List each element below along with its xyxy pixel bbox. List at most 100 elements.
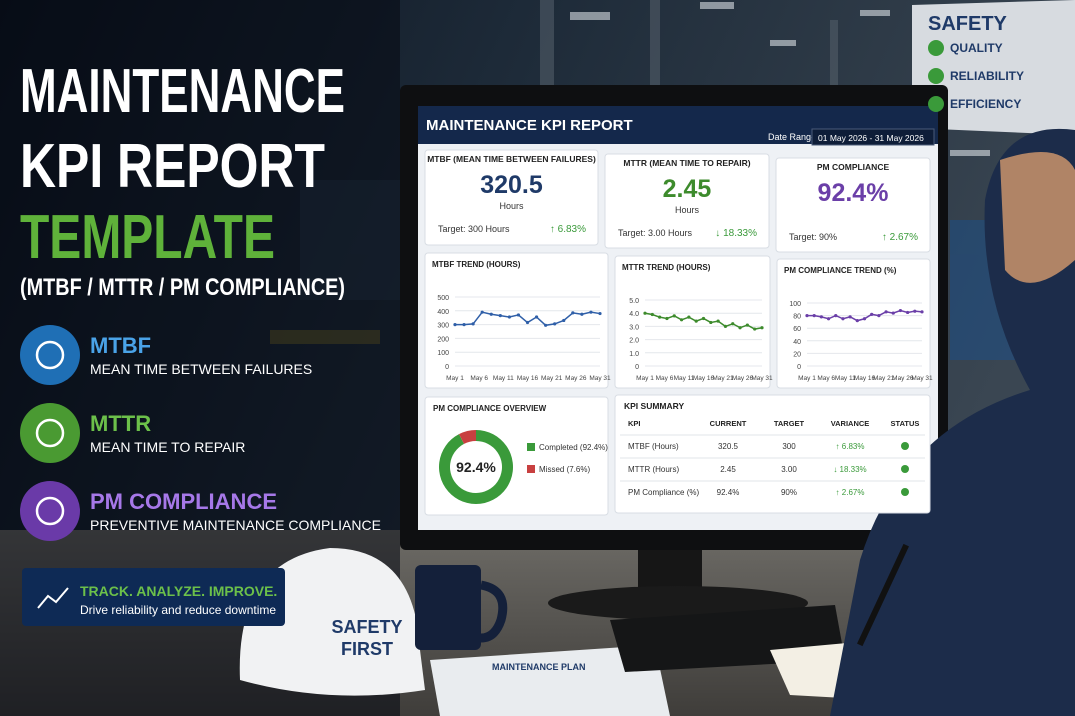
trend-point	[687, 315, 691, 319]
legend-label: Completed (92.4%)	[539, 443, 608, 452]
table-cell: ↑ 2.67%	[836, 488, 865, 497]
table-cell: MTBF (Hours)	[628, 442, 679, 451]
panel	[424, 252, 609, 389]
card-change: ↑ 2.67%	[882, 232, 918, 243]
feature-icon	[20, 403, 80, 463]
trend-point	[571, 311, 575, 315]
helmet-text: FIRST	[341, 639, 393, 659]
x-tick-label: May 16	[854, 375, 876, 382]
panel	[776, 258, 931, 389]
headline: TEMPLATE	[20, 203, 275, 272]
trend-point	[489, 312, 493, 316]
headline: MAINTENANCE	[20, 57, 345, 126]
card-target: Target: 3.00 Hours	[618, 228, 693, 238]
table-cell: PM Compliance (%)	[628, 488, 699, 497]
x-tick-label: May 11	[493, 375, 514, 382]
card-title: MTTR (MEAN TIME TO REPAIR)	[623, 158, 750, 168]
feature-text: PREVENTIVE MAINTENANCE COMPLIANCE	[90, 517, 381, 533]
panel	[614, 394, 931, 514]
trend-point	[525, 320, 530, 325]
donut-title: PM COMPLIANCE OVERVIEW	[433, 404, 547, 413]
y-tick-label: 80	[793, 314, 801, 321]
y-tick-label: 100	[437, 350, 449, 357]
card-unit: Hours	[675, 205, 700, 215]
y-tick-label: 200	[437, 336, 449, 343]
trend-point	[679, 318, 684, 322]
trend-point	[480, 310, 484, 314]
status-dot	[901, 465, 909, 473]
trend-point	[498, 314, 502, 318]
column-header: VARIANCE	[831, 419, 870, 428]
card-unit: Hours	[499, 201, 524, 211]
trend-point	[723, 324, 728, 328]
feature-icon-glyph	[35, 496, 65, 526]
trend-point	[507, 315, 511, 319]
y-tick-label: 20	[793, 351, 801, 358]
banner-title: TRACK. ANALYZE. IMPROVE.	[80, 583, 277, 599]
trend-point	[760, 326, 764, 330]
trend-point	[580, 312, 584, 316]
trend-point	[462, 323, 466, 327]
y-tick-label: 400	[437, 309, 449, 316]
table-cell: ↓ 18.33%	[833, 465, 866, 474]
card-target: Target: 300 Hours	[438, 224, 510, 234]
x-tick-label: May 1	[446, 375, 464, 382]
card-value: 2.45	[663, 175, 712, 203]
trend-point	[891, 311, 895, 315]
card-target: Target: 90%	[789, 232, 837, 242]
card-title: PM COMPLIANCE	[817, 162, 890, 172]
y-tick-label: 60	[793, 326, 801, 333]
trend-point	[562, 318, 566, 323]
feature-icon-glyph	[35, 418, 65, 448]
x-tick-label: May 26	[565, 375, 587, 382]
legend-swatch	[527, 443, 535, 451]
trend-point	[731, 322, 735, 326]
x-tick-label: May 6	[656, 375, 674, 382]
feature-text: MEAN TIME TO REPAIR	[90, 439, 245, 455]
y-tick-label: 2.0	[629, 338, 639, 345]
trend-point	[553, 322, 557, 326]
headline: KPI REPORT	[20, 132, 325, 201]
donut-segment	[458, 430, 476, 444]
y-tick-label: 0	[445, 364, 449, 371]
table-title: KPI SUMMARY	[624, 401, 684, 411]
chart-title: PM COMPLIANCE TREND (%)	[784, 266, 897, 275]
feature-icon-glyph	[35, 340, 65, 370]
trend-point	[694, 319, 698, 323]
x-tick-label: May 11	[674, 375, 695, 382]
check-icon	[928, 96, 944, 112]
trend-point	[906, 310, 910, 315]
sign-item: QUALITY	[950, 41, 1003, 55]
trend-point	[753, 327, 757, 331]
x-tick-label: May 11	[835, 375, 856, 382]
sign-title: SAFETY	[928, 13, 1008, 35]
column-header: TARGET	[774, 419, 805, 428]
donut-center: 92.4%	[456, 459, 496, 475]
trend-point	[598, 311, 602, 316]
x-tick-label: May 31	[911, 375, 933, 382]
safety-sign	[912, 0, 1075, 135]
panel	[604, 153, 770, 249]
x-tick-label: May 21	[712, 375, 734, 382]
banner	[22, 568, 285, 626]
feature-icon	[20, 325, 80, 385]
y-tick-label: 4.0	[629, 311, 639, 318]
card-value: 320.5	[480, 171, 543, 199]
column-header: CURRENT	[710, 419, 747, 428]
trend-point	[453, 323, 457, 327]
trend-point	[672, 314, 676, 318]
trend-point	[738, 326, 742, 330]
table-cell: 3.00	[781, 465, 797, 474]
x-tick-label: May 26	[892, 375, 914, 382]
trend-point	[834, 314, 838, 318]
dashboard-title: MAINTENANCE KPI REPORT	[426, 117, 633, 134]
card-title: MTBF (MEAN TIME BETWEEN FAILURES)	[427, 154, 596, 164]
sign-item: RELIABILITY	[950, 69, 1024, 83]
panel	[614, 255, 771, 389]
date-label: Date Range:	[768, 132, 819, 142]
trend-point	[516, 313, 521, 317]
y-tick-label: 100	[789, 301, 801, 308]
y-tick-label: 5.0	[629, 298, 639, 305]
y-tick-label: 300	[437, 323, 449, 330]
status-dot	[901, 488, 909, 496]
